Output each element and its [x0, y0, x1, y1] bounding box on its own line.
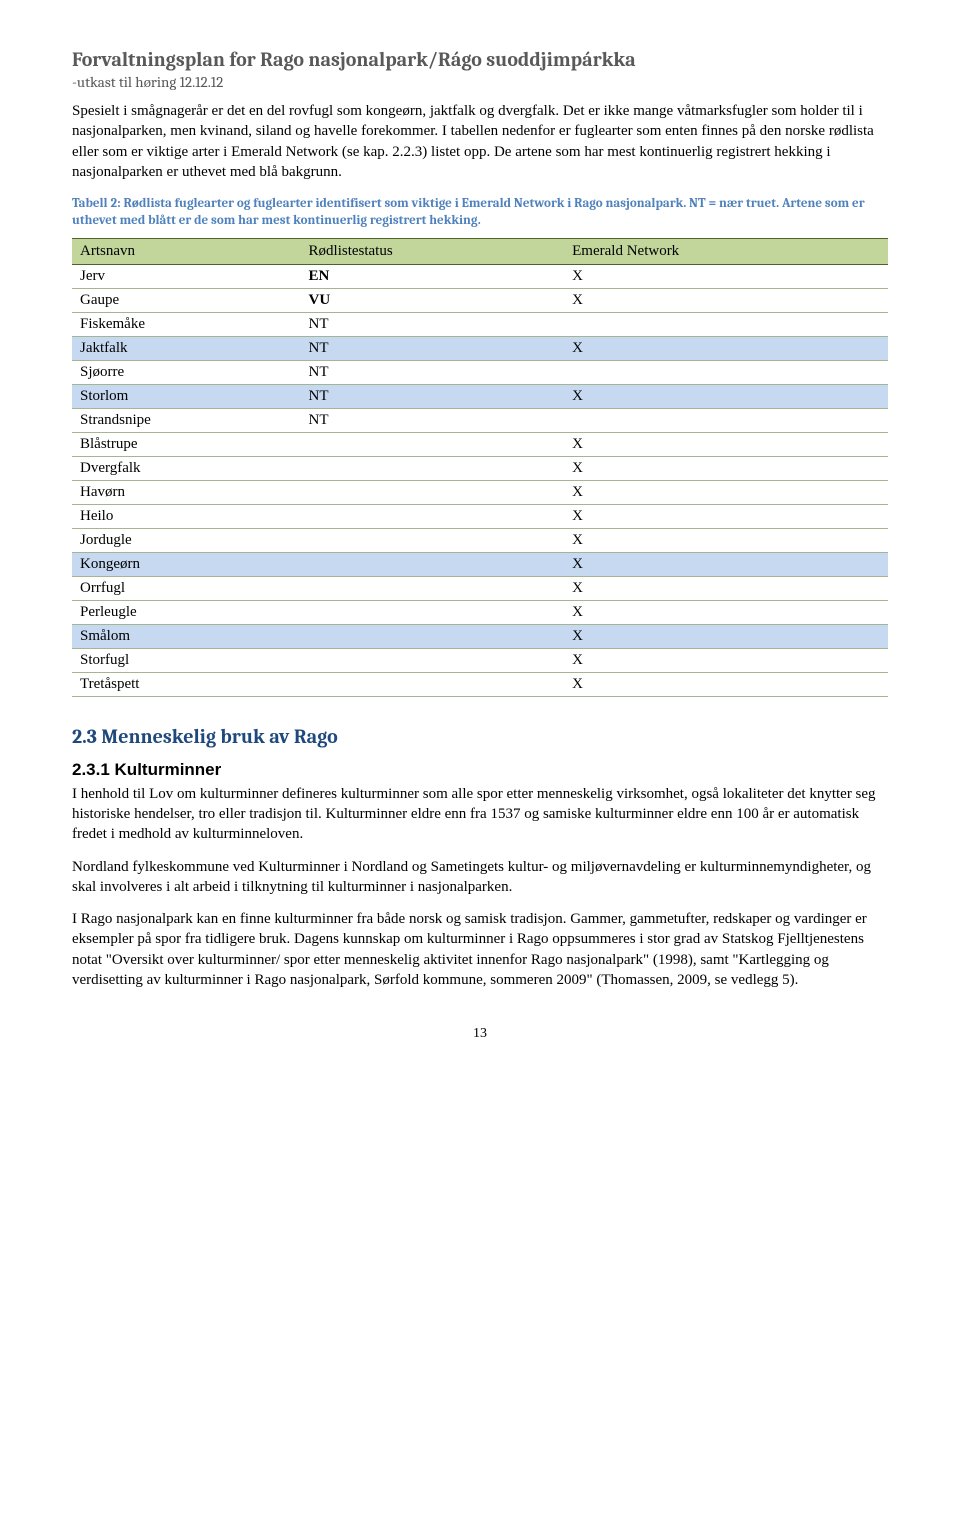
- table-cell: NT: [301, 360, 565, 384]
- table-row: StrandsnipeNT: [72, 408, 888, 432]
- table-cell: [301, 528, 565, 552]
- table-row: SjøorreNT: [72, 360, 888, 384]
- table-cell: X: [564, 456, 888, 480]
- section-heading-2.3: 2.3 Menneskelig bruk av Rago: [72, 725, 888, 748]
- table-cell: Smålom: [72, 624, 301, 648]
- section-p2: Nordland fylkeskommune ved Kulturminner …: [72, 857, 888, 898]
- table-cell: Strandsnipe: [72, 408, 301, 432]
- table-cell: Heilo: [72, 504, 301, 528]
- table-cell: [301, 456, 565, 480]
- table-cell: Storfugl: [72, 648, 301, 672]
- doc-title: Forvaltningsplan for Rago nasjonalpark/R…: [72, 48, 888, 71]
- table-cell: X: [564, 264, 888, 288]
- table-cell: NT: [301, 384, 565, 408]
- table-cell: Gaupe: [72, 288, 301, 312]
- section-p3: I Rago nasjonalpark kan en finne kulturm…: [72, 909, 888, 990]
- species-table: ArtsnavnRødlistestatusEmerald Network Je…: [72, 238, 888, 697]
- table-cell: Orrfugl: [72, 576, 301, 600]
- table-header-cell: Rødlistestatus: [301, 238, 565, 264]
- table-cell: Kongeørn: [72, 552, 301, 576]
- table-header-cell: Emerald Network: [564, 238, 888, 264]
- table-cell: X: [564, 648, 888, 672]
- table-row: Orrfugl X: [72, 576, 888, 600]
- table-row: Dvergfalk X: [72, 456, 888, 480]
- table-cell: [301, 576, 565, 600]
- intro-paragraph: Spesielt i smågnagerår er det en del rov…: [72, 101, 888, 182]
- table-header-row: ArtsnavnRødlistestatusEmerald Network: [72, 238, 888, 264]
- table-row: FiskemåkeNT: [72, 312, 888, 336]
- table-cell: Blåstrupe: [72, 432, 301, 456]
- table-cell: Jerv: [72, 264, 301, 288]
- table-cell: [564, 312, 888, 336]
- table-cell: Jordugle: [72, 528, 301, 552]
- table-cell: [301, 648, 565, 672]
- table-row: Havørn X: [72, 480, 888, 504]
- table-cell: NT: [301, 312, 565, 336]
- table-cell: X: [564, 384, 888, 408]
- table-cell: X: [564, 624, 888, 648]
- table-cell: Havørn: [72, 480, 301, 504]
- table-row: JervENX: [72, 264, 888, 288]
- table-cell: Tretåspett: [72, 672, 301, 696]
- table-cell: X: [564, 480, 888, 504]
- table-row: StorlomNTX: [72, 384, 888, 408]
- table-cell: NT: [301, 336, 565, 360]
- table-cell: [301, 600, 565, 624]
- table-row: Blåstrupe X: [72, 432, 888, 456]
- table-cell: X: [564, 576, 888, 600]
- table-cell: X: [564, 288, 888, 312]
- table-row: Tretåspett X: [72, 672, 888, 696]
- table-body: JervENXGaupeVUXFiskemåkeNTJaktfalkNTXSjø…: [72, 264, 888, 696]
- section-p1: I henhold til Lov om kulturminner define…: [72, 784, 888, 845]
- table-cell: EN: [301, 264, 565, 288]
- table-cell: X: [564, 432, 888, 456]
- table-cell: [301, 552, 565, 576]
- table-cell: Fiskemåke: [72, 312, 301, 336]
- doc-subtitle: -utkast til høring 12.12.12: [72, 73, 888, 91]
- table-row: Heilo X: [72, 504, 888, 528]
- table-cell: NT: [301, 408, 565, 432]
- table-row: Storfugl X: [72, 648, 888, 672]
- table-cell: Perleugle: [72, 600, 301, 624]
- table-cell: [301, 624, 565, 648]
- table-row: GaupeVUX: [72, 288, 888, 312]
- table-cell: X: [564, 600, 888, 624]
- table-cell: X: [564, 504, 888, 528]
- table-cell: Jaktfalk: [72, 336, 301, 360]
- table-row: Kongeørn X: [72, 552, 888, 576]
- table-row: Perleugle X: [72, 600, 888, 624]
- table-cell: X: [564, 672, 888, 696]
- table-caption: Tabell 2: Rødlista fuglearter og fuglear…: [72, 196, 888, 230]
- table-row: JaktfalkNTX: [72, 336, 888, 360]
- table-cell: [564, 408, 888, 432]
- table-header-cell: Artsnavn: [72, 238, 301, 264]
- table-cell: X: [564, 336, 888, 360]
- section-ref-link[interactable]: 2.2.3: [392, 144, 422, 160]
- table-cell: [564, 360, 888, 384]
- table-cell: X: [564, 528, 888, 552]
- table-cell: Storlom: [72, 384, 301, 408]
- table-cell: X: [564, 552, 888, 576]
- table-cell: [301, 504, 565, 528]
- table-cell: [301, 432, 565, 456]
- table-cell: Sjøorre: [72, 360, 301, 384]
- section-heading-2.3.1: 2.3.1 Kulturminner: [72, 760, 888, 780]
- table-cell: [301, 480, 565, 504]
- table-cell: [301, 672, 565, 696]
- page-number: 13: [72, 1026, 888, 1042]
- table-row: Jordugle X: [72, 528, 888, 552]
- table-row: Smålom X: [72, 624, 888, 648]
- table-cell: VU: [301, 288, 565, 312]
- table-cell: Dvergfalk: [72, 456, 301, 480]
